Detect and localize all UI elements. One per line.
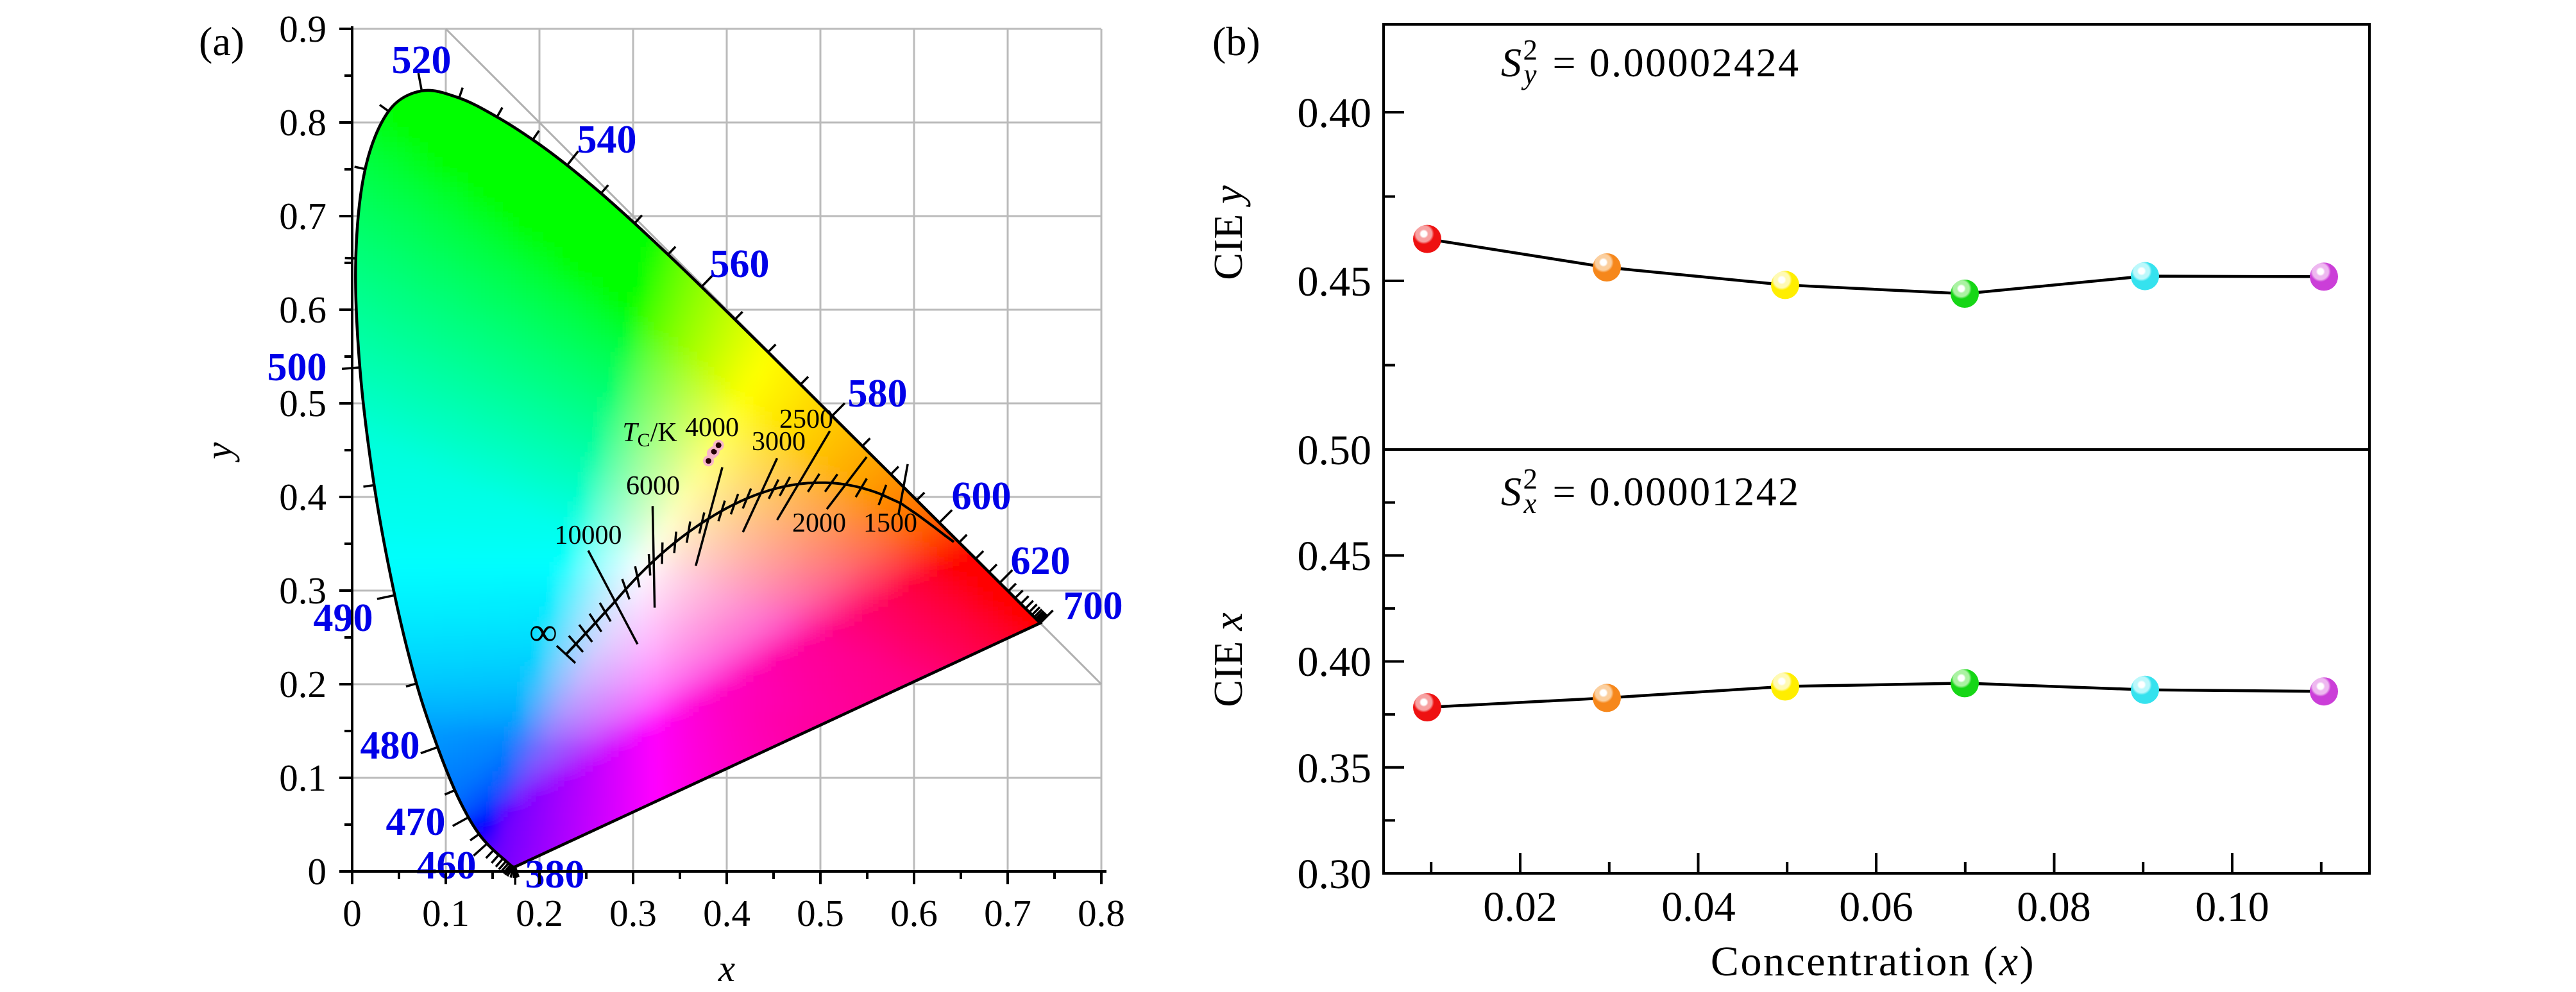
svg-text:S2y = 0.00002424: S2 y = 0.00002424 bbox=[1501, 34, 1801, 90]
svg-text:540: 540 bbox=[577, 118, 637, 162]
svg-text:0.45: 0.45 bbox=[1298, 533, 1372, 580]
svg-text:560: 560 bbox=[710, 242, 770, 286]
svg-text:470: 470 bbox=[386, 800, 446, 844]
svg-text:0.4: 0.4 bbox=[279, 476, 326, 518]
svg-text:0.5: 0.5 bbox=[797, 892, 844, 934]
svg-text:0.02: 0.02 bbox=[1483, 884, 1557, 930]
svg-text:0.7: 0.7 bbox=[984, 892, 1031, 934]
svg-text:0.04: 0.04 bbox=[1661, 884, 1736, 930]
svg-text:0: 0 bbox=[308, 850, 327, 893]
svg-text:1500: 1500 bbox=[863, 509, 917, 538]
svg-text:0.9: 0.9 bbox=[279, 8, 326, 50]
svg-text:0.06: 0.06 bbox=[1839, 884, 1913, 930]
svg-text:Concentration (x): Concentration (x) bbox=[1711, 938, 2035, 985]
svg-text:600: 600 bbox=[952, 475, 1012, 518]
svg-text:0.10: 0.10 bbox=[2195, 884, 2269, 930]
svg-text:3000: 3000 bbox=[752, 427, 806, 457]
svg-text:0.30: 0.30 bbox=[1298, 851, 1372, 898]
svg-text:520: 520 bbox=[392, 38, 452, 82]
svg-text:0.35: 0.35 bbox=[1298, 745, 1372, 792]
svg-text:0.3: 0.3 bbox=[279, 569, 326, 612]
svg-text:CIE y: CIE y bbox=[1205, 185, 1251, 280]
svg-text:580: 580 bbox=[848, 372, 908, 416]
svg-text:TC/K: TC/K bbox=[622, 418, 677, 451]
svg-text:0.7: 0.7 bbox=[279, 195, 326, 237]
svg-text:0: 0 bbox=[343, 892, 362, 934]
svg-text:380: 380 bbox=[525, 853, 585, 896]
svg-text:0.1: 0.1 bbox=[422, 892, 470, 934]
svg-text:4000: 4000 bbox=[685, 413, 739, 442]
svg-text:0.2: 0.2 bbox=[516, 892, 563, 934]
svg-text:480: 480 bbox=[360, 724, 420, 768]
svg-text:(a): (a) bbox=[199, 19, 244, 64]
svg-text:0.08: 0.08 bbox=[2017, 884, 2091, 930]
svg-text:x: x bbox=[718, 947, 735, 989]
svg-text:0.1: 0.1 bbox=[279, 757, 326, 799]
svg-text:CIE x: CIE x bbox=[1205, 612, 1251, 707]
svg-text:y: y bbox=[198, 442, 240, 462]
svg-text:(b): (b) bbox=[1212, 19, 1260, 64]
svg-text:700: 700 bbox=[1063, 584, 1123, 628]
svg-text:10000: 10000 bbox=[555, 521, 622, 550]
svg-text:0.40: 0.40 bbox=[1298, 639, 1372, 685]
svg-text:0.5: 0.5 bbox=[279, 382, 326, 425]
svg-text:0.2: 0.2 bbox=[279, 663, 326, 705]
svg-text:0.50: 0.50 bbox=[1298, 427, 1372, 474]
svg-text:0.8: 0.8 bbox=[279, 101, 326, 144]
svg-text:S2x = 0.00001242: S2 x = 0.00001242 bbox=[1501, 463, 1801, 519]
svg-text:0.45: 0.45 bbox=[1298, 258, 1372, 305]
svg-text:0.4: 0.4 bbox=[703, 892, 750, 934]
svg-text:0.6: 0.6 bbox=[890, 892, 938, 934]
svg-text:490: 490 bbox=[314, 596, 373, 640]
svg-text:620: 620 bbox=[1011, 539, 1071, 583]
svg-text:∞: ∞ bbox=[529, 610, 557, 654]
svg-text:2000: 2000 bbox=[792, 509, 846, 538]
svg-text:0.8: 0.8 bbox=[1078, 892, 1125, 934]
svg-text:0.6: 0.6 bbox=[279, 289, 326, 331]
svg-text:500: 500 bbox=[267, 346, 327, 389]
svg-text:2500: 2500 bbox=[779, 405, 833, 434]
svg-text:0.3: 0.3 bbox=[609, 892, 657, 934]
svg-text:6000: 6000 bbox=[626, 471, 680, 501]
svg-text:0.40: 0.40 bbox=[1298, 90, 1372, 137]
